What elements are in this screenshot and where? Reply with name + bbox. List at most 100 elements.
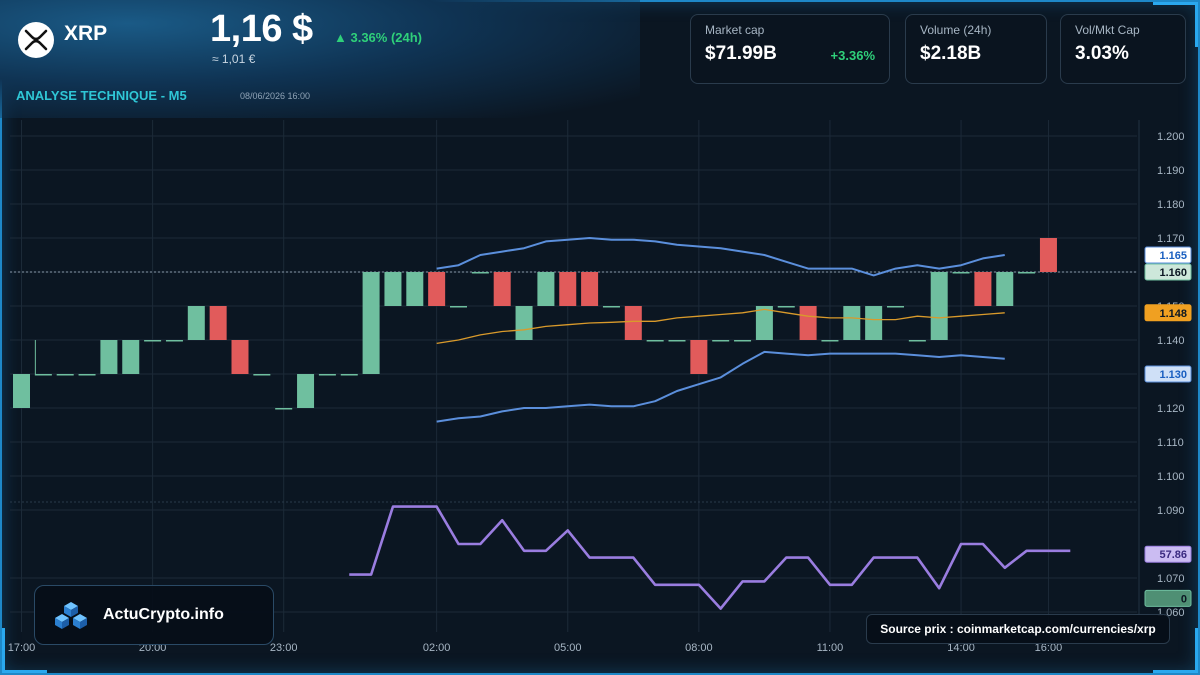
bollinger-lower-line xyxy=(436,350,1005,423)
candle xyxy=(1018,272,1036,274)
candle xyxy=(406,272,424,306)
candle xyxy=(56,374,74,376)
candle xyxy=(187,306,205,340)
candle xyxy=(908,340,926,342)
y-tick-label: 1.120 xyxy=(1157,403,1185,415)
rsi-line xyxy=(349,505,1071,610)
y-tick-label: 1.100 xyxy=(1157,471,1185,483)
candle xyxy=(340,374,358,376)
price-source[interactable]: Source prix : coinmarketcap.com/currenci… xyxy=(866,614,1170,644)
x-tick-label: 20:00 xyxy=(139,642,167,654)
price-tag xyxy=(1144,589,1192,607)
price-change-24h: ▲ 3.36% (24h) xyxy=(334,30,423,45)
candle xyxy=(646,340,664,342)
candle xyxy=(537,272,555,306)
market-cap-label: Market cap xyxy=(705,23,765,37)
price-tag-label: 1.148 xyxy=(1159,308,1187,320)
price-tag xyxy=(1144,304,1192,322)
candle xyxy=(13,374,30,408)
price-tag-label: 57.86 xyxy=(1159,549,1187,561)
candle xyxy=(362,272,380,374)
candle xyxy=(602,306,620,308)
candle xyxy=(275,408,293,410)
candle xyxy=(144,340,162,342)
candle xyxy=(624,306,642,340)
volume-card: Volume (24h) $2.18B xyxy=(905,14,1047,84)
x-tick-label: 02:00 xyxy=(423,642,451,654)
candle xyxy=(930,272,948,340)
y-tick-label: 1.170 xyxy=(1157,233,1185,245)
y-tick-label: 1.190 xyxy=(1157,165,1185,177)
cubes-logo-icon xyxy=(55,602,87,629)
x-tick-label: 17:00 xyxy=(8,642,36,654)
candle xyxy=(384,272,402,306)
x-tick-label: 11:00 xyxy=(817,642,844,654)
y-tick-label: 1.090 xyxy=(1157,505,1185,517)
coin-name: XRP xyxy=(64,22,108,45)
price-tag-label: 1.130 xyxy=(1159,369,1187,381)
candle xyxy=(865,306,883,340)
brand-name: ActuCrypto.info xyxy=(103,606,224,623)
y-tick-label: 1.070 xyxy=(1157,573,1185,585)
price-tag-label: 0 xyxy=(1181,593,1187,605)
candle xyxy=(318,374,336,376)
y-tick-label: 1.140 xyxy=(1157,335,1185,347)
candle xyxy=(1039,238,1057,272)
frame-corner-bottom-left xyxy=(2,628,47,673)
x-tick-label: 05:00 xyxy=(554,642,582,654)
volume-label: Volume (24h) xyxy=(920,23,992,37)
xrp-logo-icon xyxy=(18,22,54,58)
vol-mkt-cap-value: 3.03% xyxy=(1075,43,1129,64)
frame-corner-bottom-right xyxy=(1153,628,1198,673)
candle xyxy=(777,306,795,308)
candle xyxy=(122,340,140,374)
candle xyxy=(755,306,773,340)
market-cap-card: Market cap $71.99B +3.36% xyxy=(690,14,890,84)
price-tag-label: 1.165 xyxy=(1159,250,1187,262)
frame-corner-top-right xyxy=(1153,2,1198,47)
candle xyxy=(165,340,183,342)
candle xyxy=(712,340,730,342)
vol-mkt-cap-card: Vol/Mkt Cap 3.03% xyxy=(1060,14,1186,84)
market-cap-value: $71.99B xyxy=(705,43,777,64)
candle xyxy=(581,272,599,306)
bollinger-upper-line xyxy=(436,237,1005,277)
moving-average-line xyxy=(436,308,1005,345)
candle xyxy=(734,340,752,342)
candle xyxy=(952,272,970,274)
candle xyxy=(996,272,1014,306)
vol-mkt-cap-label: Vol/Mkt Cap xyxy=(1075,23,1140,37)
candle xyxy=(34,374,52,376)
candle xyxy=(493,272,511,306)
candle xyxy=(843,306,861,340)
market-cap-change: +3.36% xyxy=(830,48,875,63)
x-tick-label: 14:00 xyxy=(947,642,975,654)
candle xyxy=(450,306,467,308)
candle xyxy=(668,340,686,342)
candle xyxy=(78,374,96,376)
volume-value: $2.18B xyxy=(920,43,982,64)
candle xyxy=(253,374,271,376)
chart-datetime: 08/06/2026 16:00 xyxy=(240,91,311,101)
candle xyxy=(690,340,708,374)
candle xyxy=(297,374,315,408)
candle xyxy=(515,306,533,340)
price-tag xyxy=(1144,263,1192,281)
brand-badge[interactable]: ActuCrypto.info xyxy=(34,585,274,645)
candle xyxy=(559,272,577,306)
current-price: 1,16 $ xyxy=(210,8,313,50)
chart-subtitle: ANALYSE TECHNIQUE - M5 xyxy=(16,88,187,103)
candle xyxy=(471,272,489,274)
candle xyxy=(821,340,839,342)
candle xyxy=(887,306,904,308)
candle xyxy=(974,272,992,306)
header-background xyxy=(0,0,640,118)
y-tick-label: 1.180 xyxy=(1157,199,1185,211)
candle xyxy=(231,340,249,374)
price-eur: ≈ 1,01 € xyxy=(212,52,256,66)
y-tick-label: 1.110 xyxy=(1157,437,1184,449)
x-tick-label: 16:00 xyxy=(1035,642,1063,654)
x-tick-label: 08:00 xyxy=(685,642,713,654)
candle xyxy=(428,272,446,306)
